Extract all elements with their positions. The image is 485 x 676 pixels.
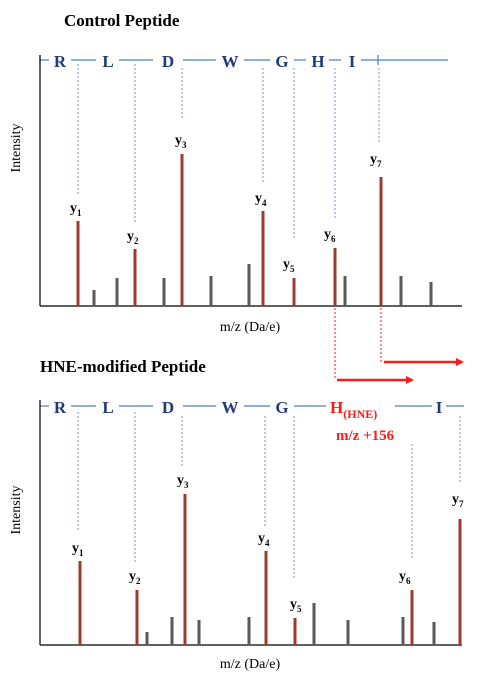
modified-x-axis-label: m/z (Da/e)	[220, 657, 281, 672]
control-cleavage-guides	[77, 64, 380, 238]
modified-y-axis-label: Intensity	[9, 486, 24, 535]
modified-label-y1: y1	[72, 541, 84, 558]
control-residue-G: G	[275, 52, 288, 71]
modified-axes	[39, 400, 462, 646]
modified-y-ion-peaks	[78, 494, 462, 645]
control-residue-L: L	[102, 52, 113, 71]
modified-residue-I: I	[436, 398, 443, 417]
modified-label-y2: y2	[129, 569, 141, 586]
control-panel: Control Peptide R L D W G H I	[9, 11, 462, 335]
control-label-y7: y7	[370, 152, 382, 169]
modified-residue-H-HNE: H(HNE)	[330, 398, 377, 421]
control-axes	[39, 55, 462, 307]
control-x-axis-label: m/z (Da/e)	[220, 320, 281, 335]
modified-other-peaks	[145, 603, 436, 645]
modification-mass-label: m/z +156	[336, 428, 395, 444]
modified-residue-D: D	[162, 398, 174, 417]
modified-residue-G: G	[275, 398, 288, 417]
modified-label-y7: y7	[452, 492, 464, 509]
modified-cleavage-guides	[77, 412, 461, 580]
modified-label-y5: y5	[290, 597, 302, 614]
modified-panel-title: HNE-modified Peptide	[40, 357, 206, 376]
control-label-y3: y3	[175, 133, 187, 150]
mass-shift-indicators	[334, 308, 464, 384]
control-y-ion-peaks	[76, 154, 383, 306]
control-residue-D: D	[162, 52, 174, 71]
modified-label-y6: y6	[399, 569, 411, 586]
control-y-axis-label: Intensity	[9, 124, 24, 173]
control-residue-W: W	[222, 52, 239, 71]
control-other-peaks	[92, 264, 433, 306]
control-label-y5: y5	[283, 257, 295, 274]
modified-residue-L: L	[102, 398, 113, 417]
modified-panel: HNE-modified Peptide R L D W G H(HNE) I …	[9, 357, 464, 672]
control-residue-H: H	[311, 52, 324, 71]
modified-residue-W: W	[222, 398, 239, 417]
control-label-y6: y6	[324, 227, 336, 244]
control-panel-title: Control Peptide	[64, 11, 180, 30]
control-label-y4: y4	[255, 191, 267, 208]
control-residue-I: I	[349, 52, 356, 71]
modified-residue-R: R	[54, 398, 67, 417]
modified-label-y4: y4	[258, 531, 270, 548]
modified-label-y3: y3	[177, 473, 189, 490]
control-label-y1: y1	[70, 201, 82, 218]
control-label-y2: y2	[127, 229, 139, 246]
control-residue-R: R	[54, 52, 67, 71]
